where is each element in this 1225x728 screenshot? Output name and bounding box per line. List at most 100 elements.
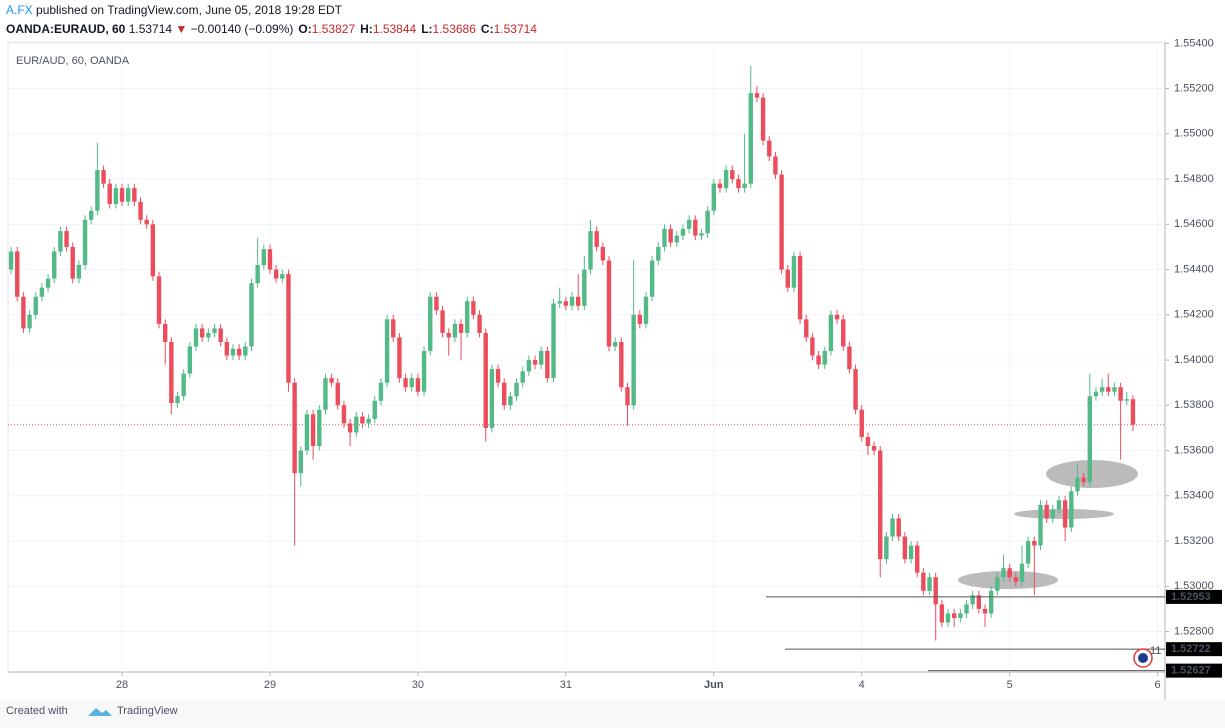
candle-body <box>193 328 199 347</box>
y-tick-label: 1.54600 <box>1174 218 1214 230</box>
candle-body <box>649 260 655 297</box>
candle-body <box>686 219 692 229</box>
candle-body <box>538 351 544 365</box>
candle-body <box>82 219 88 266</box>
candle-body <box>317 409 322 447</box>
candle-body <box>631 314 636 406</box>
candle-body <box>859 409 864 437</box>
candle-body <box>1130 399 1136 425</box>
candle-body <box>292 382 297 474</box>
candle-body <box>95 170 100 211</box>
candle-body <box>1081 477 1086 483</box>
arrow: ▼ <box>175 22 187 36</box>
ohlc-value: 1.53686 <box>433 22 477 36</box>
candle-body <box>693 219 698 236</box>
price-label: 1.52953 <box>1171 591 1211 603</box>
candle-body <box>1112 387 1117 392</box>
ohlc-value: 1.53827 <box>312 22 356 36</box>
candle-body <box>471 301 476 315</box>
candle-body <box>391 319 396 338</box>
candle-body <box>988 590 994 614</box>
candle-body <box>378 382 384 401</box>
candle-body <box>933 577 938 605</box>
candle-body <box>810 337 815 356</box>
candle-body <box>779 174 784 270</box>
candle-body <box>878 450 883 560</box>
candle-body <box>884 536 889 560</box>
candle-body <box>1025 541 1031 564</box>
candle-body <box>594 231 599 247</box>
candle-body <box>280 274 285 279</box>
candle-body <box>39 287 45 297</box>
footer-brand[interactable]: TradingView <box>117 705 178 717</box>
candle-body <box>723 170 729 189</box>
candle-body <box>742 183 747 189</box>
y-tick-label: 1.53800 <box>1174 399 1214 411</box>
candle-body <box>551 303 556 379</box>
candle-body <box>267 249 273 270</box>
candle-body <box>717 183 723 189</box>
candle-body <box>1124 399 1129 401</box>
candle-body <box>206 332 211 338</box>
candle-body <box>502 382 507 406</box>
candle-body <box>249 283 254 347</box>
candle-body <box>156 276 162 324</box>
candle-body <box>335 382 340 406</box>
candle-body <box>520 371 525 383</box>
candle-body <box>33 296 38 315</box>
candle-body <box>366 418 371 424</box>
candle-body <box>674 235 680 243</box>
candle-body <box>446 332 451 338</box>
change: −0.00140 (−0.09%) <box>191 22 294 36</box>
candle-body <box>397 337 402 379</box>
candle-body <box>1007 568 1012 578</box>
highlight-ellipse <box>1046 460 1138 488</box>
candle-body <box>612 341 618 347</box>
candle-body <box>1056 500 1062 510</box>
candle-body <box>107 183 112 204</box>
candle-body <box>150 224 156 277</box>
grid <box>8 42 1165 672</box>
candle-body <box>582 269 587 306</box>
candle-body <box>754 93 760 98</box>
candle-body <box>175 396 180 404</box>
candle-body <box>785 269 790 288</box>
candle-body <box>834 314 840 320</box>
candle-body <box>569 296 575 306</box>
candle-body <box>310 414 316 447</box>
candle-body <box>699 233 704 236</box>
candle-body <box>212 328 217 333</box>
candle-body <box>606 260 612 347</box>
candle-body <box>600 246 606 261</box>
candle-body <box>982 608 988 614</box>
ohlc-label: L: <box>421 22 432 36</box>
candle-body <box>261 249 267 266</box>
candle-body <box>298 450 303 474</box>
candle-body <box>286 274 291 383</box>
candle-body <box>619 341 624 388</box>
candle-body <box>563 301 569 306</box>
symbol-line: OANDA:EURAUD, 60 1.53714 ▼ −0.00140 (−0.… <box>6 22 537 36</box>
candle-body <box>415 378 421 392</box>
candle-body <box>347 423 353 433</box>
event-badge: 11 <box>1150 645 1161 657</box>
candle-body <box>625 387 630 406</box>
y-tick-label: 1.53400 <box>1174 490 1214 502</box>
candle-body <box>89 210 94 220</box>
candle-body <box>532 360 538 365</box>
price-label: 1.52722 <box>1171 643 1211 655</box>
candle-body <box>656 246 661 261</box>
candle-body <box>588 231 593 270</box>
last: 1.53714 <box>129 22 173 36</box>
candle-body <box>902 536 908 560</box>
candle-body <box>360 416 365 424</box>
x-tick-label: 5 <box>1007 679 1013 691</box>
candle-body <box>643 296 649 324</box>
candle-body <box>1013 577 1019 582</box>
candle-body <box>816 355 821 365</box>
x-tick-label: 6 <box>1155 679 1161 691</box>
y-tick-label: 1.54400 <box>1174 263 1214 275</box>
candle-body <box>199 328 205 338</box>
candle-body <box>797 255 803 320</box>
candle-body <box>236 348 242 356</box>
